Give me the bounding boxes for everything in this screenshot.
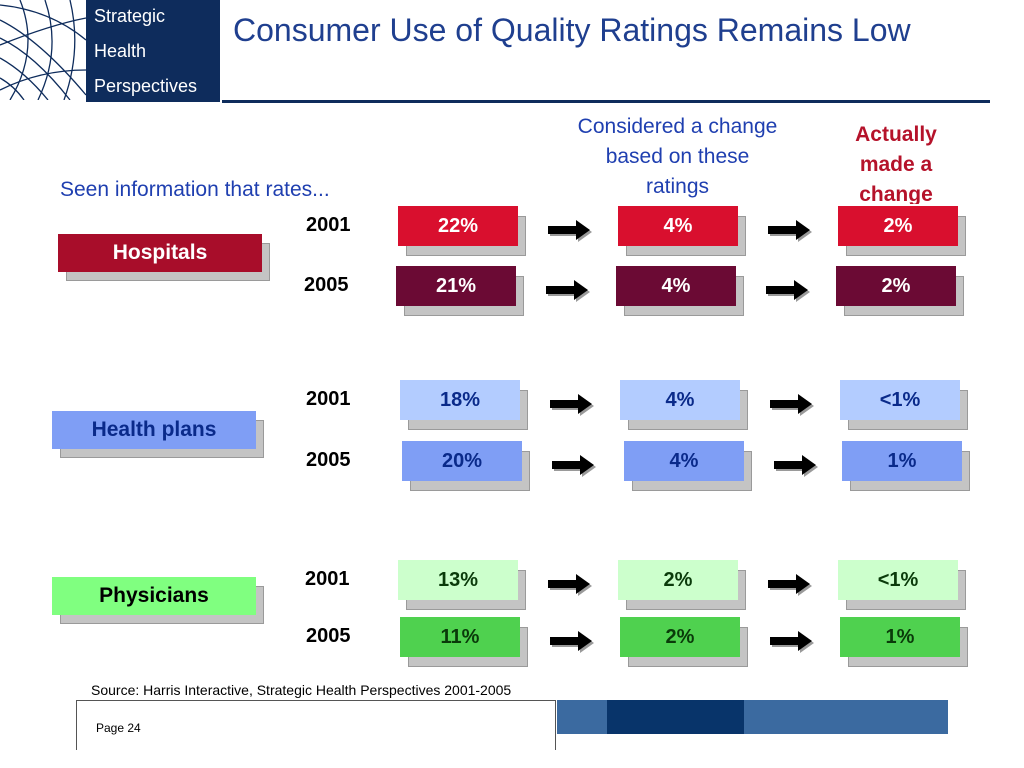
year-label: 2005 bbox=[304, 274, 349, 296]
title-divider bbox=[222, 100, 990, 103]
footer-block-1 bbox=[557, 700, 607, 734]
right-arrow-icon bbox=[766, 280, 810, 302]
year-label: 2001 bbox=[306, 388, 351, 410]
footer-mid-rule bbox=[555, 700, 556, 750]
header-seen: Seen information that rates... bbox=[60, 178, 330, 201]
hospitals-2005-considered-value: 4% bbox=[616, 266, 736, 306]
physicians-2001-considered-value: 2% bbox=[618, 560, 738, 600]
right-arrow-icon bbox=[770, 631, 814, 653]
health-plans-2005-actually-value: 1% bbox=[842, 441, 962, 481]
footer-block-2 bbox=[607, 700, 744, 734]
logo-text-perspectives: Perspectives bbox=[94, 76, 198, 96]
right-arrow-icon bbox=[548, 574, 592, 596]
health-plans-category-label: Health plans bbox=[52, 411, 256, 449]
year-label: 2001 bbox=[306, 214, 351, 236]
right-arrow-icon bbox=[768, 574, 812, 596]
right-arrow-icon bbox=[548, 220, 592, 242]
footer-block-3 bbox=[744, 700, 948, 734]
health-plans-2005-considered-value: 4% bbox=[624, 441, 744, 481]
right-arrow-icon bbox=[550, 631, 594, 653]
right-arrow-icon bbox=[770, 394, 814, 416]
hospitals-2001-considered-value: 4% bbox=[618, 206, 738, 246]
physicians-2001-seen-value: 13% bbox=[398, 560, 518, 600]
source-note: Source: Harris Interactive, Strategic He… bbox=[91, 682, 512, 698]
logo-text-health: Health bbox=[94, 41, 147, 61]
logo-text-strategic: Strategic bbox=[94, 6, 166, 26]
slide-title: Consumer Use of Quality Ratings Remains … bbox=[233, 12, 911, 48]
hospitals-category-label: Hospitals bbox=[58, 234, 262, 272]
right-arrow-icon bbox=[552, 455, 596, 477]
right-arrow-icon bbox=[768, 220, 812, 242]
hospitals-2001-seen-value: 22% bbox=[398, 206, 518, 246]
health-plans-2001-considered-value: 4% bbox=[620, 380, 740, 420]
right-arrow-icon bbox=[774, 455, 818, 477]
right-arrow-icon bbox=[550, 394, 594, 416]
year-label: 2005 bbox=[306, 625, 351, 647]
year-label: 2001 bbox=[305, 568, 350, 590]
logo: Strategic Health Perspectives bbox=[0, 0, 220, 102]
physicians-2005-seen-value: 11% bbox=[400, 617, 520, 657]
logo-panel bbox=[86, 0, 220, 102]
health-plans-2005-seen-value: 20% bbox=[402, 441, 522, 481]
year-label: 2005 bbox=[306, 449, 351, 471]
header-considered: Considered a change based on these ratin… bbox=[577, 115, 778, 198]
hospitals-2001-actually-value: 2% bbox=[838, 206, 958, 246]
right-arrow-icon bbox=[546, 280, 590, 302]
footer-left-rule bbox=[76, 700, 77, 750]
health-plans-2001-seen-value: 18% bbox=[400, 380, 520, 420]
globe-logo-icon bbox=[0, 0, 87, 100]
hospitals-2005-actually-value: 2% bbox=[836, 266, 956, 306]
physicians-2005-considered-value: 2% bbox=[620, 617, 740, 657]
physicians-2001-actually-value: <1% bbox=[838, 560, 958, 600]
hospitals-2005-seen-value: 21% bbox=[396, 266, 516, 306]
health-plans-2001-actually-value: <1% bbox=[840, 380, 960, 420]
footer-rule bbox=[76, 700, 556, 701]
header-actually: Actually made a change bbox=[855, 123, 937, 204]
page-number: Page 24 bbox=[96, 721, 141, 735]
physicians-2005-actually-value: 1% bbox=[840, 617, 960, 657]
physicians-category-label: Physicians bbox=[52, 577, 256, 615]
